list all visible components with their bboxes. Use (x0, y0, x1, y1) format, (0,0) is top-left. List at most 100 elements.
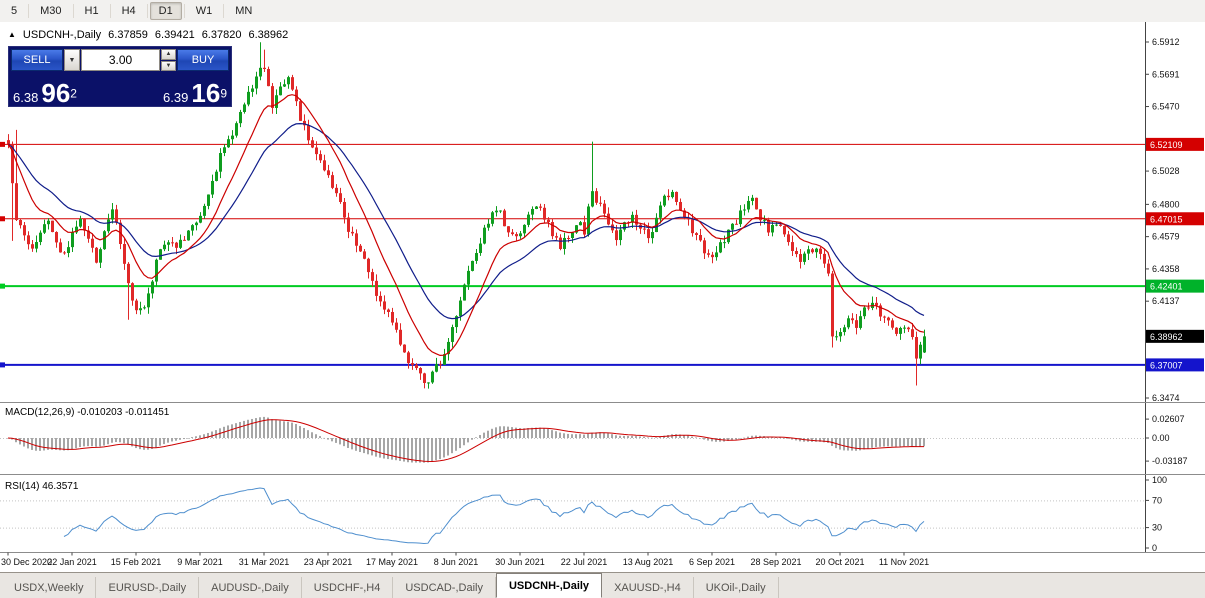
svg-text:6 Sep 2021: 6 Sep 2021 (689, 557, 735, 567)
svg-text:28 Sep 2021: 28 Sep 2021 (750, 557, 801, 567)
toolbar-separator (223, 4, 225, 18)
horizontal-level-lines[interactable] (0, 141, 1145, 368)
svg-text:0.00: 0.00 (1152, 433, 1170, 443)
quote-high: 6.39421 (154, 29, 195, 41)
chart-tab-ukoil-daily[interactable]: UKOil-,Daily (694, 577, 779, 598)
sell-price-prefix: 6.38 (13, 89, 39, 105)
svg-text:6.4358: 6.4358 (1152, 264, 1180, 274)
chart-tab-audusd-daily[interactable]: AUDUSD-,Daily (199, 577, 302, 598)
volume-spinner: ▲ ▼ (161, 49, 176, 71)
svg-text:11 Nov 2021: 11 Nov 2021 (879, 557, 929, 567)
svg-text:-0.03187: -0.03187 (1152, 456, 1188, 466)
price-tag (1146, 137, 1204, 151)
svg-text:6.52109: 6.52109 (1150, 140, 1183, 150)
chart-frame (0, 22, 1205, 553)
buy-button[interactable]: BUY (177, 49, 229, 71)
svg-text:9 Mar 2021: 9 Mar 2021 (177, 557, 223, 567)
sell-button[interactable]: SELL (11, 49, 63, 71)
quote-close: 6.38962 (248, 29, 289, 41)
svg-text:30 Dec 2020: 30 Dec 2020 (1, 557, 52, 567)
order-controls-row: SELL ▼ ▲ ▼ BUY (11, 49, 229, 71)
svg-text:23 Apr 2021: 23 Apr 2021 (304, 557, 353, 567)
quote-open: 6.37859 (108, 29, 148, 41)
svg-text:6.4137: 6.4137 (1152, 296, 1180, 306)
macd-histogram (7, 416, 925, 463)
h-line-anchor[interactable] (0, 141, 5, 147)
svg-text:6.4579: 6.4579 (1152, 232, 1180, 242)
svg-text:6.42401: 6.42401 (1150, 282, 1183, 292)
chart-tab-eurusd-daily[interactable]: EURUSD-,Daily (96, 577, 200, 598)
price-axis-tags: 6.52109 6.47015 6.42401 6.38962 6.37007 (1146, 137, 1204, 372)
svg-text:6.37007: 6.37007 (1150, 360, 1183, 370)
svg-text:0.02607: 0.02607 (1152, 414, 1185, 424)
toolbar-separator (28, 4, 30, 18)
volume-input[interactable] (81, 49, 160, 71)
rsi-label: RSI(14) 46.3571 (5, 481, 79, 492)
candlestick-series (7, 42, 926, 389)
svg-text:30: 30 (1152, 523, 1162, 533)
chart-ohlc-header: ▲ USDCNH-,Daily 6.37859 6.39421 6.37820 … (8, 29, 288, 41)
svg-text:30 Jun 2021: 30 Jun 2021 (495, 557, 545, 567)
indicator-level-lines (0, 438, 1145, 529)
price-tag (1146, 212, 1204, 226)
toolbar-separator (146, 4, 148, 18)
sell-price[interactable]: 6.38 962 (13, 80, 120, 106)
toolbar-separator (72, 4, 74, 18)
quote-low: 6.37820 (201, 29, 242, 41)
rsi-line (63, 487, 925, 545)
buy-price-pip: 9 (220, 85, 227, 100)
svg-text:20 Oct 2021: 20 Oct 2021 (815, 557, 864, 567)
order-prices-row: 6.38 962 6.39 169 (11, 71, 229, 106)
svg-text:0: 0 (1152, 543, 1157, 553)
volume-increase-button[interactable]: ▲ (161, 49, 176, 60)
toolbar-separator (183, 4, 185, 18)
h-line-anchor[interactable] (0, 283, 5, 289)
timeframe-button-w1[interactable]: W1 (187, 2, 222, 20)
svg-text:6.5912: 6.5912 (1152, 37, 1180, 47)
timeframe-toolbar: 5 M30 H1 H4 D1 W1 MN (0, 0, 1205, 23)
h-line-anchor[interactable] (0, 362, 5, 368)
svg-text:100: 100 (1152, 475, 1167, 485)
chart-tabs-bar: USDX,Weekly EURUSD-,Daily AUDUSD-,Daily USD… (0, 572, 1205, 598)
svg-text:22 Jan 2021: 22 Jan 2021 (47, 557, 97, 567)
buy-price-main: 16 (191, 77, 221, 108)
svg-text:13 Aug 2021: 13 Aug 2021 (623, 557, 674, 567)
ma-slow-line (7, 122, 925, 320)
svg-text:31 Mar 2021: 31 Mar 2021 (239, 557, 290, 567)
timeframe-button-mn[interactable]: MN (226, 2, 261, 20)
chart-tab-usdchf-h4[interactable]: USDCHF-,H4 (302, 577, 394, 598)
chart-canvas[interactable]: 6.5912 6.5691 6.5470 6.5028 6.4800 6.4579 6.43… (0, 22, 1205, 572)
volume-dropdown-button[interactable]: ▼ (64, 49, 80, 71)
svg-text:6.5028: 6.5028 (1152, 166, 1180, 176)
chart-tab-xauusd-h4[interactable]: XAUUSD-,H4 (602, 577, 694, 598)
svg-text:70: 70 (1152, 495, 1162, 505)
macd-signal-line (7, 419, 924, 463)
chart-tab-usdcad-daily[interactable]: USDCAD-,Daily (393, 577, 496, 598)
price-tag (1146, 329, 1204, 343)
timeframe-button-h4[interactable]: H4 (113, 2, 145, 20)
svg-text:6.38962: 6.38962 (1150, 332, 1183, 342)
price-tag (1146, 358, 1204, 372)
toolbar-separator (109, 4, 111, 18)
svg-text:6.5470: 6.5470 (1152, 102, 1180, 112)
chart-tab-usdx-weekly[interactable]: USDX,Weekly (2, 577, 97, 598)
svg-text:15 Feb 2021: 15 Feb 2021 (111, 557, 162, 567)
h-line-anchor[interactable] (0, 216, 5, 222)
svg-text:6.4800: 6.4800 (1152, 199, 1180, 209)
svg-text:6.3474: 6.3474 (1152, 393, 1180, 403)
price-axis: 6.5912 6.5691 6.5470 6.5028 6.4800 6.4579 6.43… (1145, 37, 1188, 553)
timeframe-button-5[interactable]: 5 (2, 2, 26, 20)
svg-text:8 Jun 2021: 8 Jun 2021 (434, 557, 479, 567)
one-click-trading-panel: SELL ▼ ▲ ▼ BUY 6.38 962 6.39 169 (8, 46, 232, 107)
timeframe-button-m30[interactable]: M30 (31, 2, 70, 20)
volume-decrease-button[interactable]: ▼ (161, 60, 176, 71)
svg-text:6.5691: 6.5691 (1152, 69, 1180, 79)
buy-price[interactable]: 6.39 169 (120, 80, 227, 106)
chart-symbol-period: USDCNH-,Daily (22, 29, 102, 41)
timeframe-button-d1[interactable]: D1 (149, 2, 182, 20)
chart-tab-usdcnh-daily[interactable]: USDCNH-,Daily (495, 573, 603, 598)
macd-label: MACD(12,26,9) -0.010203 -0.011451 (5, 407, 170, 418)
timeframe-button-h1[interactable]: H1 (76, 2, 108, 20)
